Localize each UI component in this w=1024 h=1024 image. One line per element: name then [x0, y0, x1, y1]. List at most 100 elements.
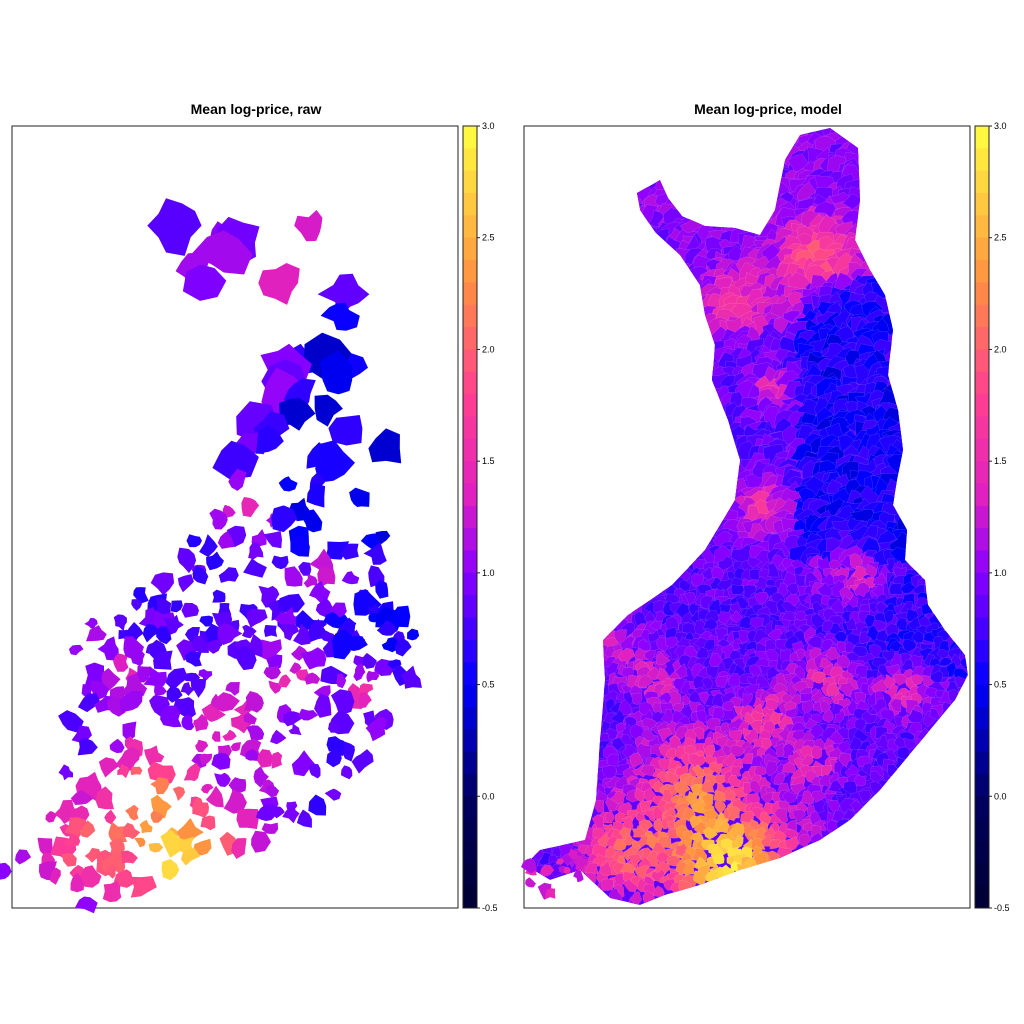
raw-municipality — [131, 599, 142, 611]
raw-municipality — [349, 487, 370, 507]
raw-municipality — [271, 751, 283, 769]
raw-municipality — [283, 711, 303, 727]
raw-municipality — [211, 752, 231, 770]
raw-municipality — [320, 350, 353, 395]
colorbar-swatch — [463, 483, 477, 507]
raw-municipality — [70, 872, 84, 893]
raw-municipality — [261, 822, 279, 834]
model-cell — [801, 699, 814, 715]
model-cell — [753, 852, 768, 869]
raw-municipality — [248, 542, 264, 560]
colorbar-swatch — [463, 327, 477, 350]
model-cell — [839, 797, 855, 814]
colorbar-swatch — [463, 684, 477, 708]
model-cell — [729, 744, 745, 757]
model-cell — [693, 620, 706, 635]
raw-municipality — [130, 766, 143, 776]
model-cell — [738, 630, 750, 644]
model-cell — [747, 556, 763, 568]
model-cell — [665, 616, 679, 631]
raw-municipality — [290, 534, 310, 557]
raw-municipality — [308, 763, 321, 779]
model-cell — [610, 709, 625, 725]
raw-municipality — [153, 650, 173, 670]
model-cell — [605, 727, 619, 741]
model-cell — [825, 646, 841, 661]
model-cell — [665, 748, 677, 762]
raw-municipality — [102, 880, 122, 903]
raw-municipality — [353, 655, 365, 667]
raw-municipality — [278, 593, 305, 613]
model-cell — [785, 582, 799, 596]
raw-municipality — [154, 685, 167, 697]
colorbar-swatch — [975, 327, 989, 350]
model-cell — [777, 800, 791, 813]
model-cell — [780, 648, 792, 663]
model-cell — [727, 775, 743, 788]
raw-municipality — [177, 547, 197, 574]
raw-municipality — [288, 723, 302, 736]
colorbar-swatch — [975, 863, 989, 887]
model-cell — [936, 649, 951, 659]
raw-municipality — [326, 749, 342, 768]
colorbar-tick-label: 2.5 — [994, 233, 1007, 243]
model-cell — [666, 855, 682, 867]
raw-municipality — [45, 811, 57, 823]
raw-municipality — [376, 620, 398, 636]
model-cell — [851, 646, 868, 657]
model-cell — [838, 752, 852, 769]
raw-municipality — [392, 605, 411, 628]
model-cell — [655, 651, 671, 666]
model-cell — [744, 641, 758, 651]
raw-municipality — [226, 525, 247, 547]
model-cells — [525, 128, 968, 905]
raw-municipality — [308, 794, 327, 816]
model-cell — [682, 829, 695, 843]
colorbar-swatch — [975, 282, 989, 306]
model-cell — [836, 819, 850, 834]
model-cell — [643, 788, 657, 806]
model-cell — [721, 701, 735, 714]
raw-municipality — [266, 654, 283, 671]
colorbar-tick-label: 0.5 — [994, 680, 1007, 690]
raw-municipality — [317, 273, 370, 321]
raw-municipality — [15, 849, 32, 865]
raw-municipality — [340, 543, 359, 560]
raw-municipality — [193, 713, 209, 732]
model-cell — [855, 664, 868, 679]
colorbar-swatch — [975, 371, 989, 395]
raw-municipality — [0, 862, 12, 880]
colorbar-frame — [974, 125, 990, 909]
raw-municipality — [315, 597, 333, 618]
raw-municipality — [61, 853, 77, 867]
model-cell — [706, 665, 720, 680]
raw-municipality — [148, 843, 164, 853]
model-cell — [738, 615, 755, 629]
raw-municipality — [71, 725, 92, 743]
raw-municipality — [302, 509, 323, 533]
raw-municipality — [198, 669, 213, 683]
raw-municipality — [113, 869, 134, 888]
raw-municipality — [212, 440, 259, 480]
colorbar-swatch — [463, 438, 477, 462]
colorbar-swatch — [975, 572, 989, 596]
model-cell — [688, 690, 702, 704]
raw-municipality — [182, 264, 227, 301]
raw-municipality — [246, 725, 265, 743]
model-cell — [843, 780, 857, 794]
model-cell — [731, 835, 744, 849]
raw-municipality — [298, 561, 312, 576]
model-cell — [781, 790, 797, 803]
raw-municipality — [324, 788, 342, 801]
raw-map — [0, 198, 422, 914]
raw-municipality — [241, 497, 260, 518]
model-island — [545, 888, 556, 899]
raw-municipality — [296, 809, 312, 828]
raw-municipality — [95, 786, 114, 810]
model-cell — [742, 692, 754, 707]
raw-municipality — [79, 820, 96, 838]
colorbar-swatch — [463, 193, 477, 216]
model-cell — [899, 581, 918, 594]
colorbar-swatch — [463, 773, 477, 797]
raw-municipality — [192, 796, 209, 818]
